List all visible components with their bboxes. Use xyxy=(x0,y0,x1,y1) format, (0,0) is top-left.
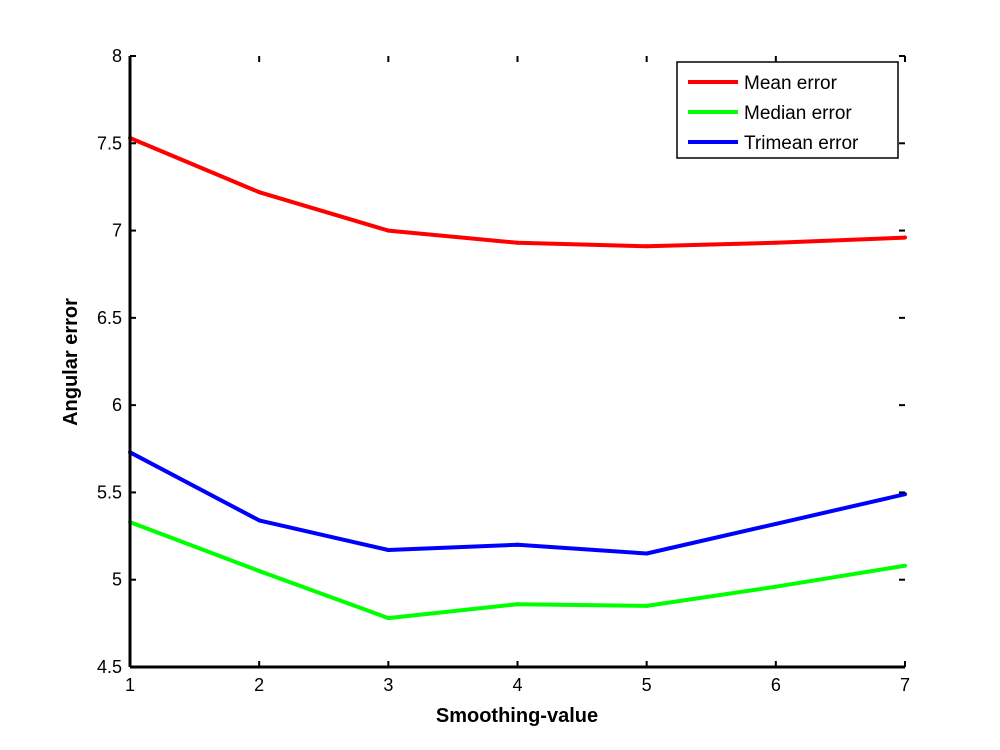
data-point xyxy=(644,551,649,556)
data-point xyxy=(257,518,262,523)
legend-label-mean-error: Mean error xyxy=(744,73,838,94)
y-tick-label: 6 xyxy=(112,395,122,415)
x-tick-label: 2 xyxy=(254,675,264,695)
data-point xyxy=(257,190,262,195)
data-point xyxy=(386,548,391,553)
y-tick-label: 7.5 xyxy=(97,133,122,153)
data-point xyxy=(386,616,391,621)
data-point xyxy=(257,568,262,573)
x-tick-label: 5 xyxy=(642,675,652,695)
data-point xyxy=(644,244,649,249)
x-tick-label: 7 xyxy=(900,675,910,695)
data-point xyxy=(903,563,907,568)
data-point xyxy=(515,602,520,607)
x-tick-label: 3 xyxy=(383,675,393,695)
data-point xyxy=(515,240,520,245)
legend: Mean error Median error Trimean error xyxy=(676,61,899,159)
legend-label-median-error: Median error xyxy=(744,103,852,124)
y-tick-label: 8 xyxy=(112,46,122,66)
data-point xyxy=(515,542,520,547)
y-tick-label: 7 xyxy=(112,221,122,241)
x-tick-label: 1 xyxy=(125,675,135,695)
data-point xyxy=(773,521,778,526)
y-tick-label: 5 xyxy=(112,570,122,590)
x-axis-label: Smoothing-value xyxy=(436,705,598,727)
ticks-group: 1 2 3 4 5 6 7 4.5 5 5.5 6 6.5 7 7.5 8 xyxy=(97,46,910,695)
y-axis-label: Angular error xyxy=(60,298,82,426)
series-group xyxy=(128,136,907,621)
data-point xyxy=(386,228,391,233)
x-tick-label: 6 xyxy=(771,675,781,695)
data-point xyxy=(773,584,778,589)
y-tick-label: 6.5 xyxy=(97,308,122,328)
data-point xyxy=(773,240,778,245)
x-tick-label: 4 xyxy=(512,675,522,695)
y-tick-label: 4.5 xyxy=(97,657,122,677)
data-point xyxy=(644,603,649,608)
data-point xyxy=(903,235,907,240)
legend-label-trimean-error: Trimean error xyxy=(744,133,859,154)
y-tick-label: 5.5 xyxy=(97,482,122,502)
